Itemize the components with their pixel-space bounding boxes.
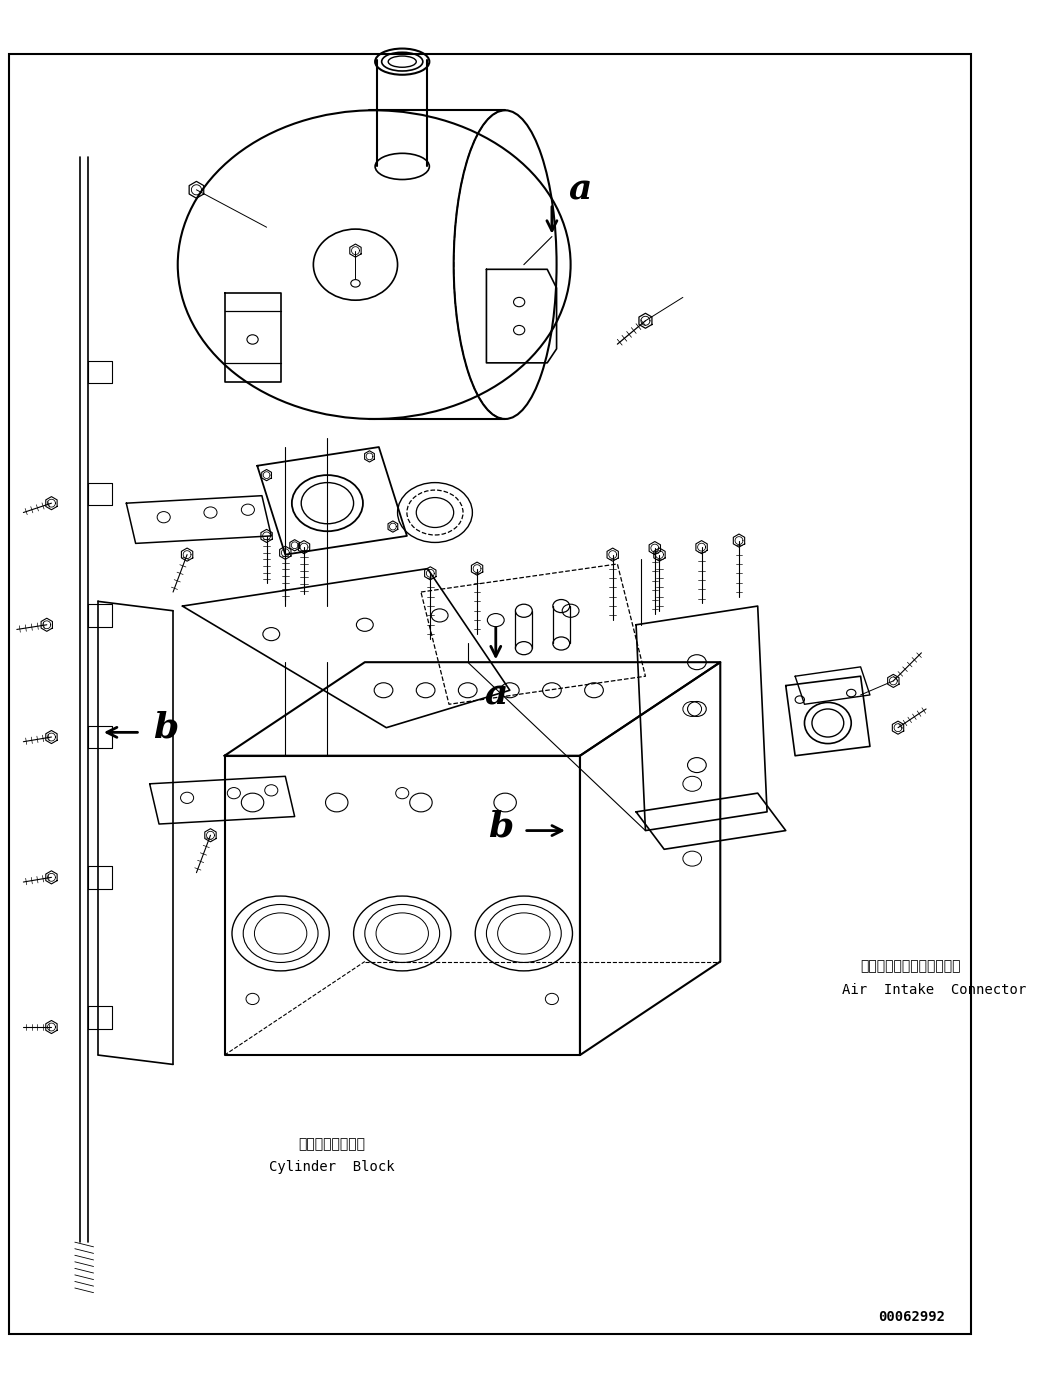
Text: Air  Intake  Connector: Air Intake Connector [842, 983, 1026, 997]
Text: a: a [568, 172, 592, 207]
Text: エアーインテークコネクタ: エアーインテークコネクタ [860, 959, 961, 973]
Text: a: a [484, 677, 507, 712]
Text: シリンダブロック: シリンダブロック [299, 1137, 366, 1151]
Text: Cylinder  Block: Cylinder Block [269, 1160, 395, 1174]
Text: 00062992: 00062992 [878, 1310, 945, 1324]
Text: b: b [153, 711, 178, 745]
Text: b: b [487, 809, 514, 844]
